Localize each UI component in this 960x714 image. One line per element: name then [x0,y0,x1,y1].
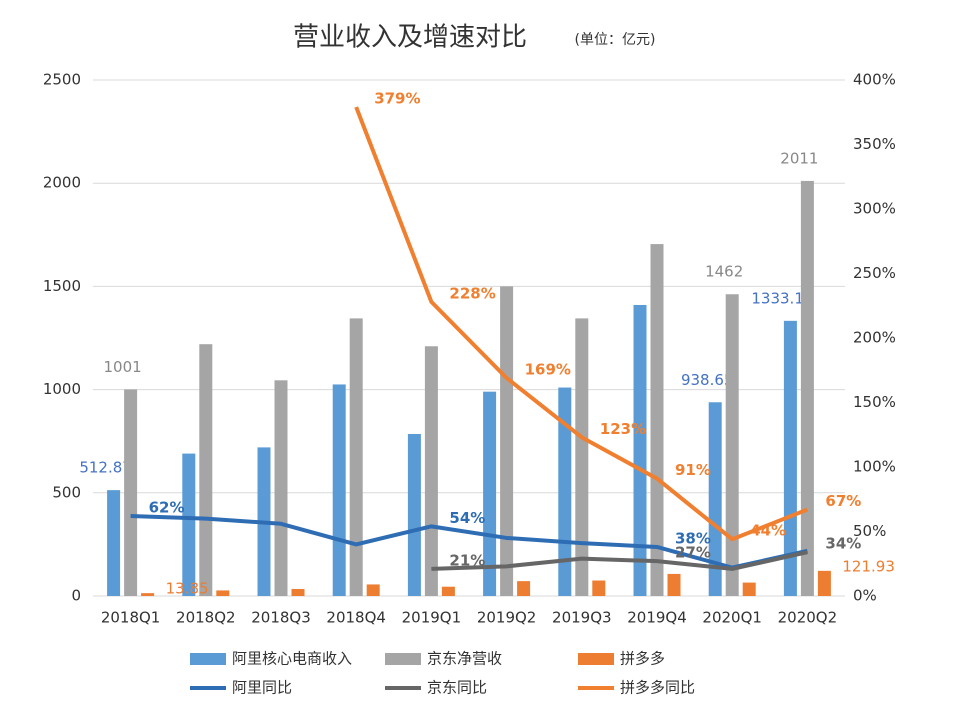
y2-tick-label: 350% [853,135,896,153]
bar [725,294,739,596]
data-label: 27% [675,544,711,562]
bar [141,593,155,596]
y-tick-label: 2000 [43,174,81,192]
legend-swatch [190,653,226,665]
bar [800,180,814,596]
data-label: 38% [675,529,711,547]
x-tick-label: 2019Q2 [477,609,537,627]
data-label: 13.85 [166,580,209,598]
data-label: 1001 [104,358,142,376]
bar [182,453,196,596]
line [130,514,808,570]
y2-tick-label: 300% [853,200,896,218]
bar [407,433,421,596]
x-tick-label: 2018Q1 [101,609,161,627]
x-tick-label: 2018Q2 [176,609,236,627]
y2-tick-label: 150% [853,393,896,411]
y2-tick-label: 0% [853,587,877,605]
chart-title: 营业收入及增速对比 [293,23,527,53]
data-label: 379% [374,90,420,108]
legend-swatch [385,653,421,665]
data-label: 1333.18 [751,289,813,307]
bar [441,586,455,596]
x-tick-label: 2019Q4 [627,609,687,627]
bar [500,286,514,596]
bar [291,588,305,596]
y2-tick-label: 250% [853,264,896,282]
data-label: 938.65 [681,371,734,389]
line [431,550,808,571]
legend-label: 阿里同比 [232,679,292,697]
data-label: 123% [600,420,646,438]
y-tick-label: 1500 [43,277,81,295]
data-label: 62% [149,499,185,517]
bar [349,318,363,596]
data-label: 91% [675,461,711,479]
y-tick-label: 2500 [43,71,81,89]
x-tick-label: 2019Q1 [402,609,462,627]
data-label: 54% [449,509,485,527]
bar [199,344,213,596]
y-tick-label: 0 [71,587,81,605]
data-label: 512.87 [79,459,132,477]
x-tick-label: 2018Q3 [251,609,311,627]
x-tick-label: 2020Q1 [702,609,762,627]
data-label: 228% [449,284,495,302]
bar [274,380,288,596]
bar [817,570,831,596]
legend-swatch [578,653,614,665]
bar [575,318,589,596]
bar [633,304,647,596]
data-label: 1462 [705,263,743,281]
data-label: 44% [750,522,786,540]
data-label: 67% [825,492,861,510]
legend-label: 阿里核心电商收入 [232,650,352,668]
bar [366,584,380,596]
legend-label: 拼多多同比 [620,679,695,697]
y2-tick-label: 50% [853,522,886,540]
chart-subtitle: (单位：亿元) [575,32,656,48]
bar [742,582,756,596]
bar [592,580,606,596]
x-tick-label: 2020Q2 [778,609,838,627]
bar [650,244,664,596]
bar [124,389,138,596]
data-label: 34% [825,535,861,553]
legend-label: 京东净营收 [427,650,502,668]
bar [216,590,230,596]
bar [517,581,531,596]
legend-label: 拼多多 [620,650,665,668]
bar [424,346,438,596]
y2-tick-label: 200% [853,329,896,347]
data-label: 2011 [780,149,818,167]
bar [667,573,681,596]
bar [332,384,346,596]
x-tick-label: 2019Q3 [552,609,612,627]
x-tick-label: 2018Q4 [326,609,386,627]
bar [483,391,497,596]
bar [708,402,722,596]
legend-label: 京东同比 [427,679,487,697]
y2-tick-label: 100% [853,458,896,476]
y-tick-label: 1000 [43,380,81,398]
bar [783,320,797,596]
data-label: 121.93 [842,557,895,575]
y-tick-label: 500 [52,483,81,501]
data-label: 169% [525,360,571,378]
bar [107,490,121,596]
line [354,106,809,542]
data-label: 21% [449,551,485,569]
y2-tick-label: 400% [853,71,896,89]
